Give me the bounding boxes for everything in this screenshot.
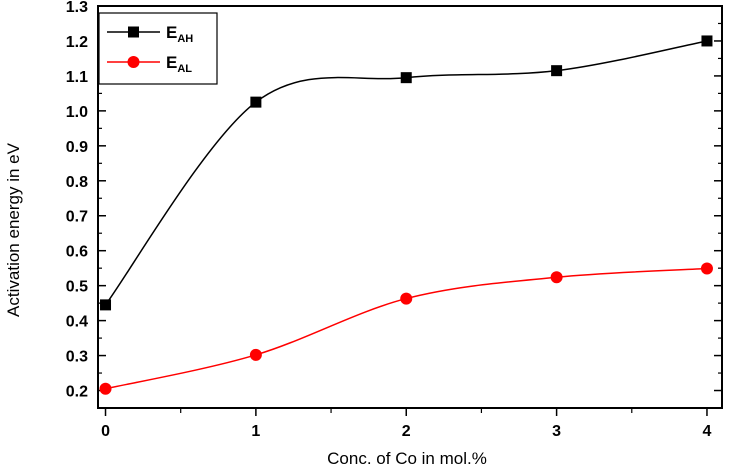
legend-label-al: EAL bbox=[166, 53, 192, 75]
x-tick-label: 3 bbox=[552, 423, 561, 440]
series-line-ah bbox=[104, 40, 708, 306]
plot-frame bbox=[97, 5, 723, 409]
x-tick-label: 0 bbox=[101, 423, 110, 440]
y-tick-label: 0.3 bbox=[66, 349, 88, 366]
x-tick-label: 2 bbox=[402, 423, 411, 440]
legend-label-main: E bbox=[166, 23, 177, 42]
data-point-al bbox=[400, 292, 413, 305]
series-layer bbox=[99, 35, 713, 395]
series-line-al bbox=[105, 267, 708, 390]
data-point-al bbox=[550, 271, 563, 284]
y-tick-label: 1.2 bbox=[66, 34, 88, 51]
y-tick-label: 0.2 bbox=[66, 384, 88, 401]
y-tick-label: 0.5 bbox=[66, 279, 88, 296]
y-axis-label: Activation energy in eV bbox=[4, 142, 23, 317]
data-point-al bbox=[700, 262, 713, 275]
legend-marker-ah bbox=[128, 26, 139, 38]
ticks-layer: 0.2 0.3 0.4 0.5 0.6 0.7 0.8 0.9 1.0 1.1 1.2 1.3 0 1 2 3… bbox=[66, 0, 722, 440]
legend-label-sub: AH bbox=[177, 33, 193, 45]
y-tick-label: 1.0 bbox=[66, 104, 88, 121]
x-axis-label: Conc. of Co in mol.% bbox=[327, 449, 487, 468]
series-ah bbox=[100, 35, 713, 311]
data-point-al bbox=[249, 348, 262, 361]
data-point-al bbox=[99, 382, 112, 395]
data-point-ah bbox=[701, 35, 713, 47]
data-point-ah bbox=[250, 96, 262, 108]
y-tick-label: 0.7 bbox=[66, 209, 88, 226]
legend-label-main: E bbox=[166, 53, 177, 72]
legend-marker-al bbox=[127, 56, 140, 68]
legend-label-sub: AL bbox=[177, 63, 192, 75]
data-point-ah bbox=[551, 65, 563, 77]
y-tick-label: 0.8 bbox=[66, 174, 88, 191]
legend-box bbox=[98, 12, 218, 85]
y-tick-label: 0.4 bbox=[66, 314, 88, 331]
x-tick-label: 1 bbox=[251, 423, 260, 440]
data-point-ah bbox=[100, 299, 112, 311]
y-tick-label: 1.1 bbox=[66, 69, 88, 86]
y-tick-label: 0.9 bbox=[66, 139, 88, 156]
data-point-ah bbox=[400, 72, 412, 84]
y-tick-label: 0.6 bbox=[66, 244, 88, 261]
series-al bbox=[99, 262, 713, 395]
y-tick-label: 1.3 bbox=[66, 0, 88, 16]
axes-layer bbox=[97, 5, 723, 409]
legend-label-ah: EAH bbox=[166, 23, 193, 45]
x-tick-label: 4 bbox=[703, 423, 712, 440]
